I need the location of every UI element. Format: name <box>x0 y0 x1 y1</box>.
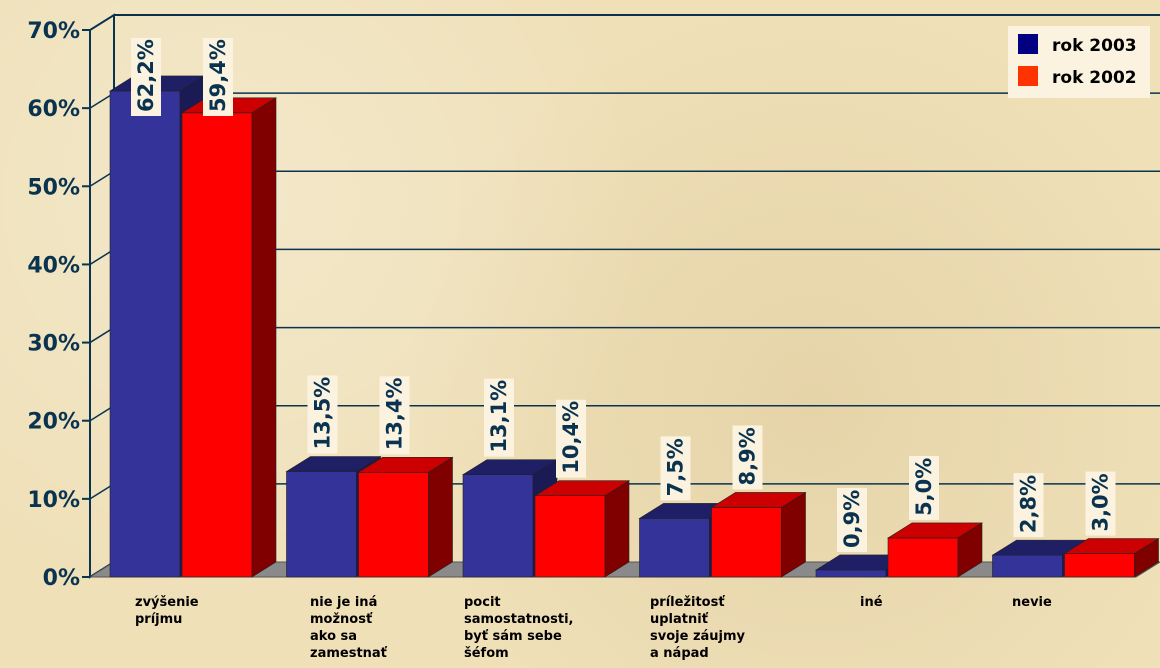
y-tick-label: 0% <box>43 566 80 591</box>
data-label-1-3: 8,9% <box>732 425 763 490</box>
bar-side-1-4 <box>957 522 983 578</box>
bar-side-1-3 <box>781 491 806 578</box>
bar-side-1-1 <box>428 456 453 578</box>
category-label-line: pocit <box>464 595 501 610</box>
category-label-line: šéfom <box>464 646 509 661</box>
data-label-bg <box>909 455 939 520</box>
data-label-1-1: 13,4% <box>379 376 410 455</box>
category-label-line: uplatniť <box>650 612 709 627</box>
data-label-bg <box>660 436 691 501</box>
category-label-line: svoje záujmy <box>650 629 746 644</box>
category-label-line: zvýšenie <box>135 595 199 610</box>
category-label-line: nie je iná <box>310 595 377 610</box>
data-label-1-5: 3,0% <box>1085 471 1116 536</box>
data-label-bg <box>1013 473 1044 538</box>
category-label-line: príjmu <box>135 612 182 627</box>
data-label-bg <box>379 376 410 455</box>
y-tick-label: 70% <box>27 19 80 44</box>
data-label-bg <box>1085 471 1116 536</box>
data-label-0-4: 0,9% <box>837 487 867 552</box>
category-labels: zvýšenie príjmu nie je iná možnosť ako sa zam… <box>135 595 1052 661</box>
data-label-bg <box>131 38 161 116</box>
bar-1-4 <box>887 537 959 578</box>
legend-label-0: rok 2003 <box>1052 36 1137 56</box>
category-label-4: iné <box>860 595 883 610</box>
y-tick-label: 60% <box>27 97 80 122</box>
data-label-bg <box>307 375 338 454</box>
category-label-line: nevie <box>1012 595 1052 610</box>
legend-label-1: rok 2002 <box>1052 68 1137 88</box>
data-label-text: 59,4% <box>206 39 230 112</box>
gridline-diag <box>89 14 115 31</box>
data-label-bg <box>484 378 514 457</box>
data-label-0-5: 2,8% <box>1013 473 1044 538</box>
bar-0-2 <box>462 474 534 578</box>
data-label-text: 13,1% <box>487 380 511 453</box>
category-label-line: iné <box>860 595 883 610</box>
data-label-text: 8,9% <box>736 427 760 485</box>
data-label-0-2: 13,1% <box>484 378 514 457</box>
data-label-text: 13,4% <box>383 377 407 450</box>
legend: rok 2003 rok 2002 <box>1008 26 1150 98</box>
category-label-3: príležitosť uplatniť svoje záujmy a nápad <box>650 595 746 661</box>
data-label-1-2: 10,4% <box>556 399 586 478</box>
category-label-5: nevie <box>1012 595 1052 610</box>
bars <box>108 75 1160 578</box>
data-label-0-3: 7,5% <box>660 436 691 501</box>
bar-side-1-0 <box>251 97 277 578</box>
data-label-bg <box>556 399 586 478</box>
data-label-text: 2,8% <box>1017 475 1041 533</box>
data-label-text: 3,0% <box>1089 473 1113 531</box>
data-label-text: 5,0% <box>912 458 936 516</box>
data-label-1-4: 5,0% <box>909 455 939 520</box>
bar-1-1 <box>358 471 429 578</box>
y-tick-label: 30% <box>27 332 80 357</box>
data-label-0-0: 62,2% <box>131 38 161 116</box>
category-label-line: možnosť <box>310 612 373 627</box>
bar-side-1-2 <box>604 480 630 578</box>
bar-1-5 <box>1064 553 1135 578</box>
category-label-1: nie je iná možnosť ako sa zamestnať <box>310 595 388 661</box>
y-tick-label: 50% <box>27 175 80 200</box>
category-label-line: a nápad <box>650 646 709 661</box>
bar-1-2 <box>534 495 606 578</box>
y-tick-label: 40% <box>27 253 80 278</box>
bar-side-1-5 <box>1134 538 1159 578</box>
y-axis: 0% 10% 20% 30% 40% 50% 60% 70% <box>27 19 91 591</box>
data-label-bg <box>837 487 867 552</box>
bar-0-4 <box>815 569 887 578</box>
category-label-0: zvýšenie príjmu <box>135 595 199 627</box>
data-label-text: 7,5% <box>664 438 688 496</box>
bar-1-0 <box>181 112 253 578</box>
data-label-0-1: 13,5% <box>307 375 338 454</box>
data-label-text: 10,4% <box>559 401 583 474</box>
y-tick-label: 10% <box>27 488 80 513</box>
category-label-line: ako sa <box>310 629 357 644</box>
category-label-2: pocit samostatnosti, byť sám sebe šéfom <box>464 595 573 661</box>
category-label-line: zamestnať <box>310 646 388 661</box>
category-label-line: príležitosť <box>650 595 725 610</box>
data-label-text: 62,2% <box>134 39 158 112</box>
data-label-1-0: 59,4% <box>203 38 233 116</box>
data-label-text: 13,5% <box>311 377 335 450</box>
category-label-line: byť sám sebe <box>464 629 562 644</box>
y-tick-label: 20% <box>27 410 80 435</box>
category-label-line: samostatnosti, <box>464 612 573 627</box>
data-label-text: 0,9% <box>840 490 864 548</box>
legend-swatch-0 <box>1018 34 1038 54</box>
legend-swatch-1 <box>1018 66 1038 86</box>
bar-0-0 <box>109 90 181 578</box>
bar-1-3 <box>711 507 782 578</box>
bar-0-1 <box>286 471 357 578</box>
bar-0-3 <box>639 518 710 578</box>
data-labels: 62,2% 59,4% 13,5% 13,4% 13,1% 10,4% 7,5% 8,9% 0,… <box>131 38 1116 552</box>
data-label-bg <box>203 38 233 116</box>
bar-0-5 <box>992 554 1063 578</box>
data-label-bg <box>732 425 763 490</box>
